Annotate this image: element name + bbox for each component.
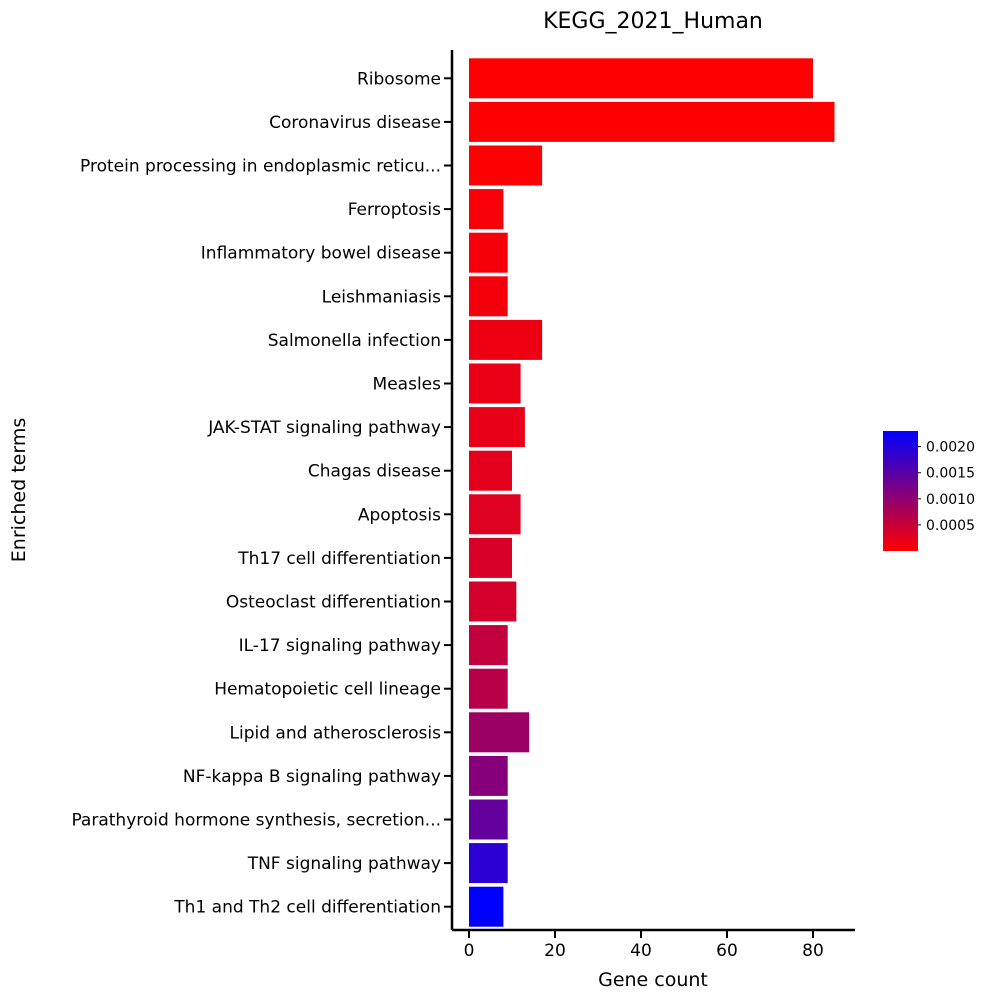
y-axis-label: Enriched terms	[8, 418, 30, 562]
x-axis-label: Gene count	[598, 969, 708, 991]
y-tick-label: IL-17 signaling pathway	[239, 636, 441, 656]
y-tick-label: Protein processing in endoplasmic reticu…	[80, 157, 441, 177]
x-tick-label: 60	[716, 941, 738, 961]
colorbar-tick-label: 0.0020	[926, 440, 975, 456]
y-tick-label: Apoptosis	[358, 505, 441, 525]
y-tick-label: Salmonella infection	[268, 331, 441, 351]
bar	[469, 799, 508, 840]
y-tick-label: Ferroptosis	[348, 200, 441, 220]
y-tick-label: Measles	[373, 375, 442, 395]
bar	[469, 145, 543, 186]
bar	[469, 407, 525, 448]
y-tick-label: NF-kappa B signaling pathway	[183, 767, 441, 787]
x-axis-ticks: 0 20 40 60 80	[464, 930, 824, 961]
bar	[469, 101, 835, 142]
x-tick-label: 0	[464, 941, 475, 961]
bar	[469, 494, 521, 535]
chart-title: KEGG_2021_Human	[543, 9, 763, 34]
y-tick-label: Hematopoietic cell lineage	[214, 680, 441, 700]
bar	[469, 755, 508, 796]
bar	[469, 843, 508, 884]
bar	[469, 450, 512, 491]
y-tick-label: Th1 and Th2 cell differentiation	[173, 898, 441, 918]
y-tick-label: Chagas disease	[308, 462, 441, 482]
bar	[469, 712, 530, 753]
bar	[469, 276, 508, 317]
x-tick-label: 40	[630, 941, 652, 961]
bar	[469, 668, 508, 709]
x-tick-label: 20	[544, 941, 566, 961]
bar	[469, 58, 813, 99]
y-tick-label: Coronavirus disease	[269, 113, 441, 133]
colorbar-tick-label: 0.0010	[926, 492, 975, 508]
y-tick-label: TNF signaling pathway	[247, 854, 441, 874]
colorbar	[883, 431, 918, 551]
y-tick-label: Parathyroid hormone synthesis, secretion…	[71, 811, 441, 831]
colorbar-tick-label: 0.0015	[926, 466, 975, 482]
colorbar-tick-label: 0.0005	[926, 518, 975, 534]
y-tick-label: Inflammatory bowel disease	[201, 244, 441, 264]
bar	[469, 537, 512, 578]
y-tick-label: Osteoclast differentiation	[226, 593, 441, 613]
bar	[469, 319, 543, 360]
y-tick-labels: Ribosome Coronavirus disease Protein proce…	[71, 69, 452, 918]
x-tick-label: 80	[802, 941, 824, 961]
bar	[469, 189, 504, 230]
bar	[469, 232, 508, 273]
y-tick-label: Th17 cell differentiation	[237, 549, 441, 569]
bar	[469, 581, 517, 622]
y-tick-label: JAK-STAT signaling pathway	[207, 418, 441, 438]
y-tick-label: Leishmaniasis	[322, 287, 441, 307]
bar	[469, 886, 504, 927]
colorbar-ticks: 0.0005 0.0010 0.0015 0.0020	[918, 440, 975, 534]
y-tick-label: Lipid and atherosclerosis	[230, 723, 442, 743]
bars-group	[469, 58, 835, 927]
y-tick-label: Ribosome	[357, 69, 441, 89]
bar	[469, 363, 521, 404]
bar	[469, 625, 508, 666]
